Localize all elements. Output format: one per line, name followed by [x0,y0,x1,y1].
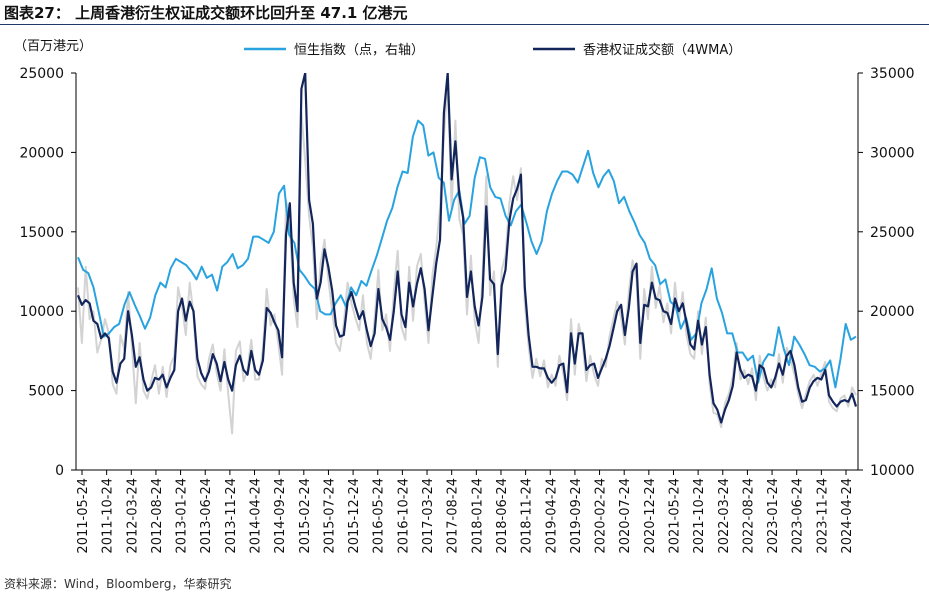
left-axis-tick-label: 25000 [19,66,64,82]
right-axis-tick-label: 35000 [870,66,915,82]
x-axis-tick-label: 2017-03-24 [421,478,436,554]
x-axis-tick-label: 2022-03-24 [717,478,732,554]
x-axis-tick-label: 2016-10-24 [396,478,411,554]
series-weekly-turnover-line [77,79,857,435]
x-axis-tick-label: 2016-05-24 [372,478,387,554]
legend-label: 恒生指数（点，右轴） [294,43,424,58]
x-axis-tick-label: 2021-10-24 [692,478,707,554]
plot-area [76,73,858,435]
x-axis-tick-label: 2021-05-24 [667,478,682,554]
right-axis-tick-label: 25000 [870,225,915,241]
x-axis-tick-label: 2013-11-24 [224,478,239,554]
x-axis-tick-label: 2017-08-24 [446,478,461,554]
x-axis-tick-label: 2018-11-24 [520,478,535,554]
x-axis-tick-label: 2024-04-24 [840,478,855,554]
x-axis-tick-label: 2013-06-24 [199,478,214,554]
x-axis-tick-label: 2012-08-24 [150,478,165,554]
right-axis-tick-label: 15000 [870,384,915,400]
x-axis-tick-label: 2020-02-24 [594,478,609,554]
x-axis-tick-label: 2018-06-24 [495,478,510,554]
figure-title: 图表27： 上周香港衍生权证成交额环比回升至 47.1 亿港元 [4,4,408,22]
right-axis-tick-label: 10000 [870,463,915,479]
x-axis-tick-label: 2013-01-24 [175,478,190,554]
left-axis-tick-label: 20000 [19,145,64,161]
right-axis-tick-label: 20000 [870,304,915,320]
x-axis-tick-label: 2011-05-24 [76,478,91,554]
x-axis-tick-label: 2020-07-24 [618,478,633,554]
series-hsi-line [77,119,857,389]
source-note: 资料来源：Wind，Bloomberg，华泰研究 [4,577,232,591]
axes: 0 5000 10000 15000 20000 25000 10000 15000 20000… [19,66,914,554]
x-axis-tick-label: 2015-02-24 [298,478,313,554]
x-axis-tick-label: 2020-12-24 [643,478,658,554]
x-axis-tick-label: 2022-08-24 [741,478,756,554]
x-axis-tick-label: 2019-04-24 [544,478,559,554]
x-axis-tick-label: 2015-12-24 [347,478,362,554]
title-rule [0,24,929,25]
left-axis-tick-label: 15000 [19,225,64,241]
x-axis-tick-label: 2023-06-24 [791,478,806,554]
right-axis-tick-label: 30000 [870,145,915,161]
left-axis-tick-label: 10000 [19,304,64,320]
legend-label: 香港权证成交额（4WMA） [583,42,741,58]
x-axis-tick-label: 2011-10-24 [101,478,116,554]
left-axis-unit-label: （百万港元） [14,39,93,54]
legend: 恒生指数（点，右轴） 香港权证成交额（4WMA） [244,42,741,58]
x-axis-tick-label: 2018-01-24 [470,478,485,554]
left-axis-tick-label: 5000 [28,384,64,400]
x-axis-tick-label: 2012-03-24 [125,478,140,554]
series-turnover-4wma-line [76,73,858,424]
x-axis-tick-label: 2015-07-24 [322,478,337,554]
x-axis-tick-label: 2019-09-24 [569,478,584,554]
x-axis-tick-label: 2014-09-24 [273,478,288,554]
x-axis-tick-label: 2014-04-24 [249,478,264,554]
x-axis-tick-label: 2023-11-24 [815,478,830,554]
x-axis-tick-label: 2023-01-24 [766,478,781,554]
left-axis-tick-label: 0 [55,463,64,479]
